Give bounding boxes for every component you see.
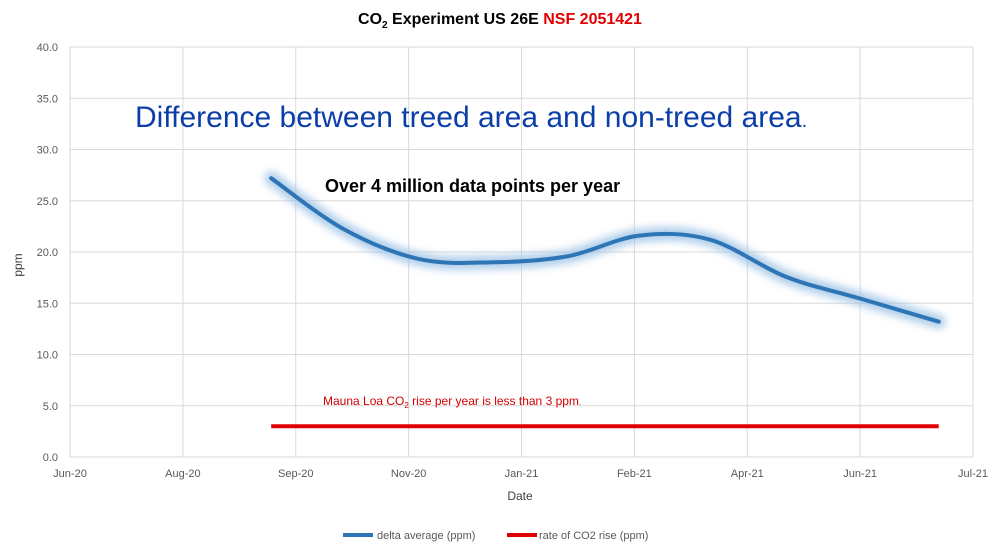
x-tick-label: Apr-21 <box>731 468 764 480</box>
note-prefix: Mauna Loa CO <box>323 394 404 408</box>
y-tick-label: 30.0 <box>37 145 58 157</box>
note-dot: . <box>579 398 581 407</box>
x-tick-label: Jun-20 <box>53 468 87 480</box>
y-tick-label: 10.0 <box>37 350 58 362</box>
x-tick-label: Jul-21 <box>958 468 988 480</box>
chart-title: CO2 Experiment US 26E NSF 2051421 <box>358 11 642 31</box>
note-subscript: 2 <box>404 401 409 410</box>
legend: delta average (ppm) rate of CO2 rise (ppm… <box>343 530 648 542</box>
title-middle: Experiment US 26E <box>388 11 544 28</box>
subhead-annotation: Over 4 million data points per year <box>325 176 620 196</box>
x-tick-label: Feb-21 <box>617 468 652 480</box>
y-axis-ticks: 0.0 5.0 10.0 15.0 20.0 25.0 30.0 35.0 40.0 <box>37 42 58 464</box>
x-tick-label: Aug-20 <box>165 468 200 480</box>
x-axis-ticks: Jun-20 Aug-20 Sep-20 Nov-20 Jan-21 Feb-21 Apr-… <box>53 468 988 480</box>
y-tick-label: 35.0 <box>37 93 58 105</box>
series-layer <box>264 171 946 429</box>
headline-dot: . <box>802 110 808 132</box>
x-tick-label: Nov-20 <box>391 468 426 480</box>
x-tick-label: Jan-21 <box>505 468 539 480</box>
y-tick-label: 25.0 <box>37 196 58 208</box>
note-suffix: rise per year is less than 3 ppm <box>409 394 579 408</box>
x-tick-label: Jun-21 <box>843 468 877 480</box>
x-tick-label: Sep-20 <box>278 468 313 480</box>
x-axis-title: Date <box>507 489 533 503</box>
headline-text: Difference between treed area and non-tr… <box>135 101 802 134</box>
mauna-loa-annotation: Mauna Loa CO2 rise per year is less than… <box>323 394 581 410</box>
title-highlight: NSF 2051421 <box>543 11 642 28</box>
y-tick-label: 0.0 <box>43 452 58 464</box>
title-subscript: 2 <box>382 20 388 31</box>
delta-average-line <box>269 176 941 324</box>
y-axis-title: ppm <box>11 253 25 276</box>
delta-average-glow <box>264 171 946 329</box>
y-tick-label: 15.0 <box>37 298 58 310</box>
y-tick-label: 20.0 <box>37 247 58 259</box>
legend-label-delta-average: delta average (ppm) <box>377 530 475 542</box>
legend-label-rate-of-co2-rise: rate of CO2 rise (ppm) <box>539 530 648 542</box>
title-prefix: CO <box>358 11 382 28</box>
y-tick-label: 5.0 <box>43 401 58 413</box>
gridlines <box>69 46 974 458</box>
headline-annotation: Difference between treed area and non-tr… <box>135 101 807 134</box>
y-tick-label: 40.0 <box>37 42 58 54</box>
